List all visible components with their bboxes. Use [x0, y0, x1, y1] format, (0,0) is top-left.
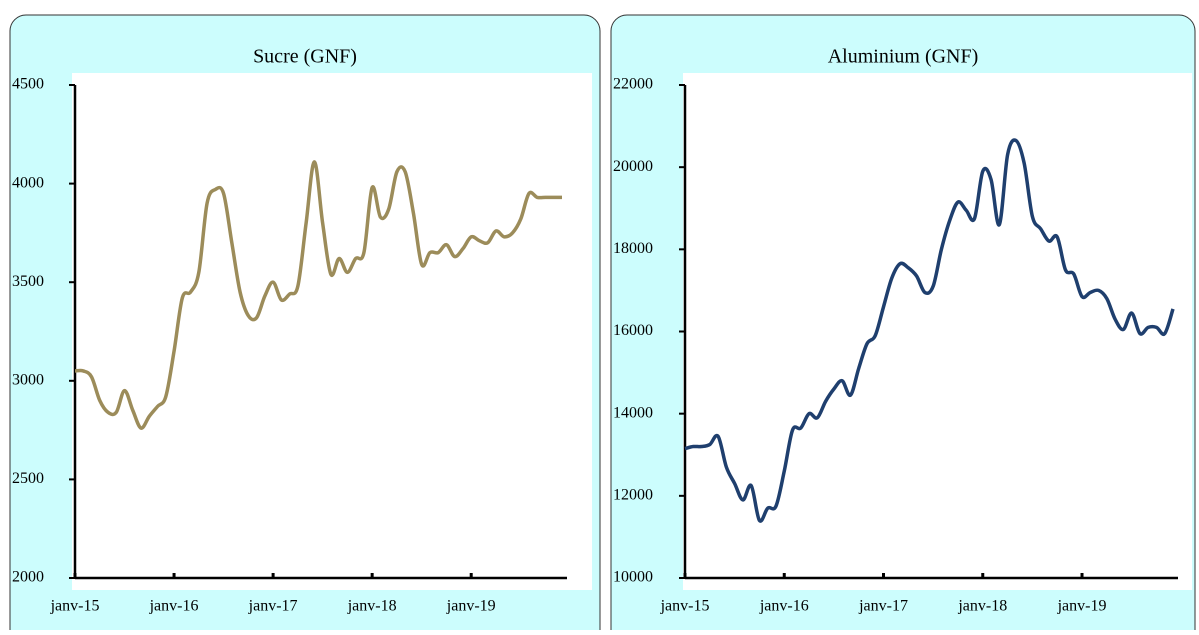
y-tick-label: 2000	[12, 569, 44, 586]
x-tick-label: janv-15	[660, 598, 710, 615]
plot-area	[683, 73, 1192, 590]
x-tick-label: janv-18	[957, 598, 1007, 615]
y-tick-label: 3000	[12, 371, 44, 388]
y-tick-label: 3500	[12, 273, 44, 290]
y-tick-label: 4000	[12, 174, 44, 191]
y-tick-label: 4500	[12, 76, 44, 93]
x-tick-label: janv-18	[347, 598, 397, 615]
x-tick-label: janv-19	[1057, 598, 1107, 615]
y-tick-label: 20000	[613, 158, 653, 175]
chart-title: Aluminium (GNF)	[828, 46, 979, 68]
y-tick-label: 14000	[613, 404, 653, 421]
x-tick-label: janv-16	[759, 598, 809, 615]
x-tick-label: janv-16	[149, 598, 199, 615]
chart-title: Sucre (GNF)	[253, 46, 357, 68]
y-tick-label: 16000	[613, 322, 653, 339]
y-tick-label: 22000	[613, 76, 653, 93]
x-tick-label: janv-17	[858, 598, 908, 615]
x-tick-label: janv-19	[446, 598, 496, 615]
y-tick-label: 2500	[12, 470, 44, 487]
plot-area	[72, 73, 592, 590]
data-line	[74, 160, 562, 430]
y-tick-label: 18000	[613, 240, 653, 257]
y-tick-label: 10000	[613, 569, 653, 586]
y-tick-label: 12000	[613, 487, 653, 504]
x-tick-label: janv-15	[50, 598, 100, 615]
x-tick-label: janv-17	[248, 598, 298, 615]
data-line	[684, 138, 1175, 523]
